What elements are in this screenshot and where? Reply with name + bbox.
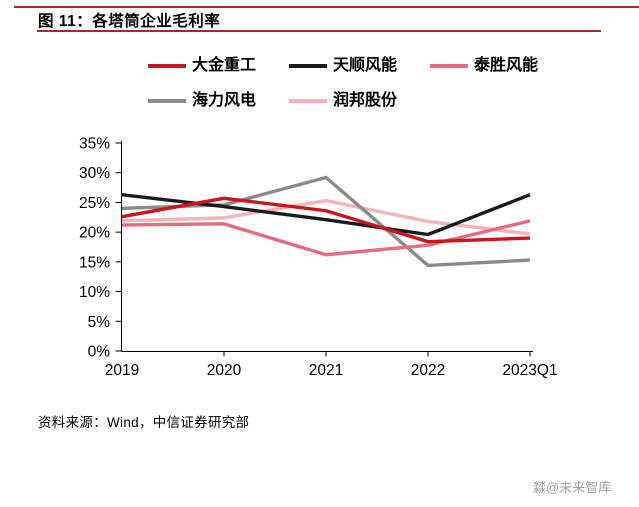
legend-swatch-taisheng	[430, 64, 469, 68]
legend-label-haili: 海力风电	[192, 92, 257, 109]
chart-legend: 大金重工 天顺风能 泰胜风能 海力风电 润邦股份	[148, 55, 600, 112]
source-note: 资料来源：Wind，中信证券研究部	[38, 415, 250, 430]
y-tick-label: 20%	[79, 225, 110, 242]
y-tick-label: 0%	[88, 344, 111, 361]
series-line-大金重工	[121, 196, 531, 244]
top-divider	[14, 6, 639, 8]
x-tick-label: 2022	[411, 362, 445, 379]
legend-swatch-dajin	[148, 64, 186, 68]
legend-item-runbang: 润邦股份	[289, 90, 397, 112]
legend-swatch-tianshun	[289, 64, 328, 68]
legend-item-dajin: 大金重工	[148, 55, 256, 77]
title-underline	[37, 30, 601, 32]
figure-title: 图 11：各塔筒企业毛利率	[38, 13, 221, 30]
y-tick-label: 30%	[79, 165, 110, 182]
legend-swatch-runbang	[289, 99, 328, 103]
x-tick-label: 2020	[207, 362, 242, 379]
watermark: 㵘@未来智库	[533, 480, 612, 495]
legend-item-haili: 海力风电	[148, 90, 256, 112]
y-tick-label: 15%	[79, 254, 110, 271]
series-line-润邦股份	[121, 198, 531, 236]
x-tick-label: 2023Q1	[502, 362, 557, 379]
series-line-海力风电	[121, 175, 531, 268]
y-tick-label: 25%	[79, 195, 110, 212]
legend-swatch-haili	[148, 99, 186, 103]
legend-label-runbang: 润邦股份	[333, 92, 398, 109]
legend-item-taisheng: 泰胜风能	[430, 55, 538, 77]
x-tick-label: 2019	[105, 362, 139, 379]
legend-label-dajin: 大金重工	[192, 57, 257, 74]
series-line-天顺风能	[121, 193, 531, 237]
y-tick-label: 35%	[79, 136, 110, 153]
series-line-泰胜风能	[121, 219, 531, 257]
x-tick-label: 2021	[309, 362, 343, 379]
legend-label-taisheng: 泰胜风能	[474, 57, 539, 74]
legend-item-tianshun: 天顺风能	[289, 55, 397, 77]
y-tick-label: 10%	[79, 284, 110, 301]
legend-label-tianshun: 天顺风能	[333, 57, 398, 74]
y-tick-label: 5%	[88, 314, 111, 331]
